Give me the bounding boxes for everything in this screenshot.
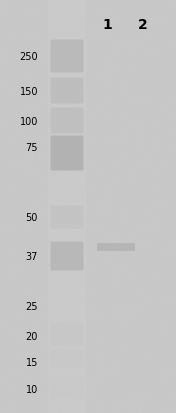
Text: 20: 20	[26, 331, 38, 341]
FancyBboxPatch shape	[51, 136, 83, 171]
Text: 100: 100	[20, 117, 38, 127]
Text: 25: 25	[26, 301, 38, 311]
FancyBboxPatch shape	[51, 206, 83, 229]
Bar	[48, 0, 86, 413]
Text: 50: 50	[26, 212, 38, 223]
FancyBboxPatch shape	[51, 108, 83, 134]
Text: 250: 250	[19, 52, 38, 62]
FancyBboxPatch shape	[51, 78, 83, 104]
Text: 1: 1	[102, 18, 112, 32]
Text: 150: 150	[20, 87, 38, 97]
FancyBboxPatch shape	[51, 324, 83, 346]
FancyBboxPatch shape	[51, 350, 83, 368]
Text: 15: 15	[26, 357, 38, 367]
FancyBboxPatch shape	[51, 40, 83, 74]
FancyBboxPatch shape	[51, 375, 83, 399]
Text: 75: 75	[26, 142, 38, 153]
FancyBboxPatch shape	[97, 243, 135, 252]
Text: 2: 2	[138, 18, 148, 32]
Text: 10: 10	[26, 384, 38, 394]
FancyBboxPatch shape	[51, 242, 83, 271]
Text: 37: 37	[26, 252, 38, 261]
